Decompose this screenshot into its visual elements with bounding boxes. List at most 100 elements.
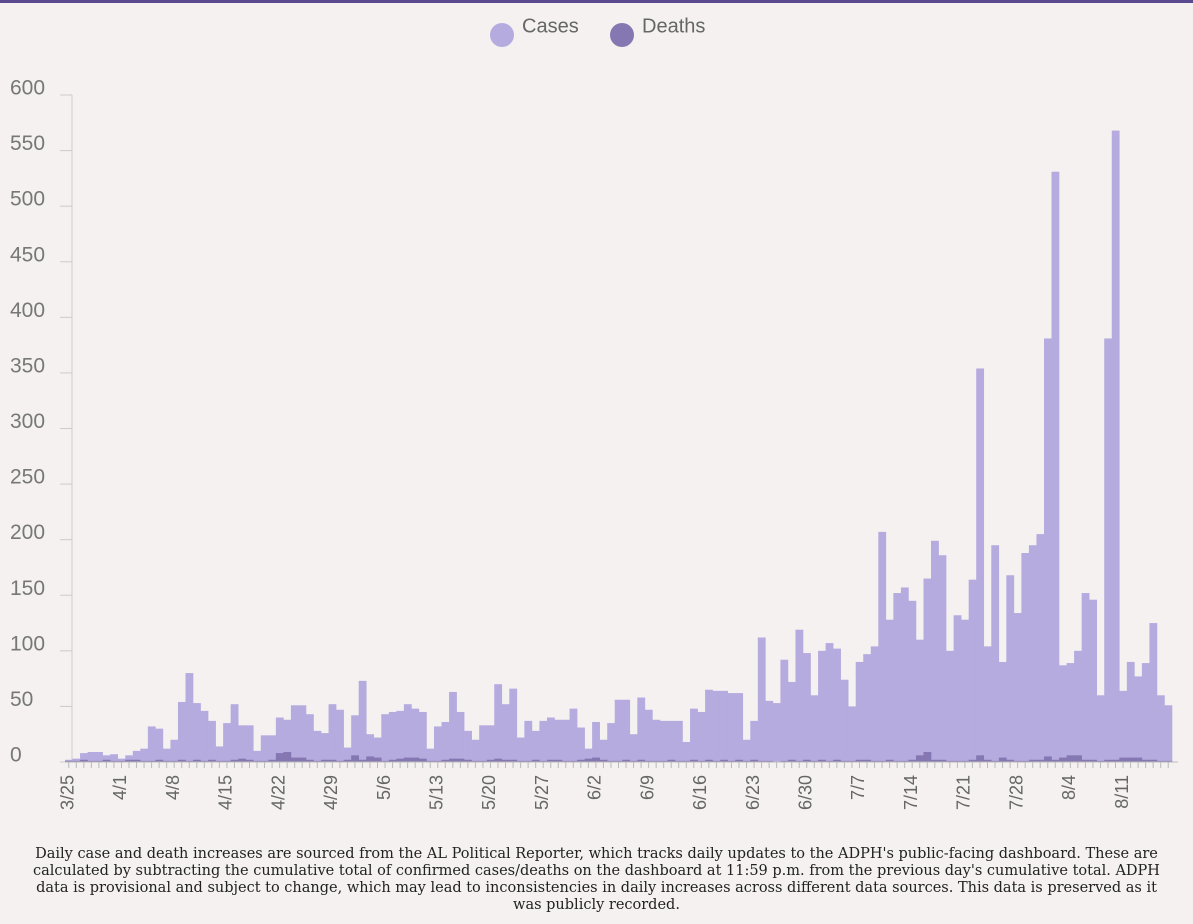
bar [1006,575,1015,762]
bar [223,760,231,762]
bar [750,759,759,762]
bar [961,619,969,762]
bar [825,643,834,762]
bar [125,755,134,762]
bar [1081,593,1090,762]
bar [321,759,329,762]
bar [998,661,1007,762]
bar [65,760,73,762]
bar [1134,676,1143,762]
bar [690,759,698,762]
bar [80,753,88,762]
bar [976,368,985,762]
bar [577,759,585,762]
legend-swatch [610,23,634,47]
bar [720,759,728,762]
bar [275,753,284,762]
bar [215,746,224,762]
x-tick-label: 6/30 [796,775,816,810]
x-tick-label: 5/27 [532,775,552,810]
bar [193,703,201,762]
bar [825,760,834,762]
bar [742,760,751,762]
bar [946,760,954,762]
legend-swatch [490,23,514,47]
bar [983,759,992,762]
bar [667,759,676,762]
bar [622,699,631,762]
bar [170,760,179,762]
bar [1134,757,1143,762]
bar [328,759,337,762]
bar [765,700,774,762]
bar [1096,695,1105,762]
bar [712,760,721,762]
bar [1111,759,1120,762]
bar [885,759,894,762]
bar [464,730,472,762]
bar [870,760,879,762]
bar [629,760,638,762]
bar [682,741,691,762]
bar [441,759,450,762]
bar [833,648,841,762]
bar [403,704,412,762]
x-tick-label: 8/11 [1112,775,1132,809]
bar [268,735,277,762]
bar [147,726,156,762]
bar [449,758,457,762]
bar [170,739,179,762]
bar [931,540,939,762]
bar [373,737,382,762]
bar [456,711,465,762]
x-tick-label: 4/8 [163,775,183,800]
bar [396,710,405,762]
y-tick-label: 50 [10,688,33,711]
bar [652,760,661,762]
bar [418,711,427,762]
bar [403,757,412,762]
x-tick-label: 7/7 [848,775,868,800]
bar [584,758,593,762]
bar [328,704,337,762]
bar [607,760,616,762]
bar [863,654,872,762]
bar [546,717,555,762]
bar [577,727,585,762]
bar [727,693,736,762]
x-tick-label: 4/29 [321,775,341,810]
bar [305,714,314,762]
bar [140,760,149,762]
bar [388,711,397,762]
bar [968,579,977,762]
bar [110,760,119,762]
bar [230,704,239,762]
bar [652,719,661,762]
x-tick-label: 6/9 [637,775,657,800]
bar [1066,755,1075,762]
bar [1089,759,1097,762]
bar [1036,759,1045,762]
bar [735,759,744,762]
y-tick-label: 250 [10,466,45,489]
bar [803,653,811,762]
bar [95,760,103,762]
y-tick-label: 550 [10,132,45,155]
bar [411,708,420,762]
bar [1156,760,1165,762]
bar [787,681,796,762]
y-tick-label: 450 [10,243,45,266]
bar [200,760,209,762]
bar [193,759,201,762]
bar [283,751,292,762]
bar [313,760,322,762]
bar [125,759,134,762]
bar [931,759,939,762]
bar [110,754,119,762]
bar [1156,695,1165,762]
bar [396,758,405,762]
y-tick-label: 0 [10,744,22,767]
bar [524,760,533,762]
x-tick-label: 4/1 [110,775,130,800]
bar [644,760,653,762]
